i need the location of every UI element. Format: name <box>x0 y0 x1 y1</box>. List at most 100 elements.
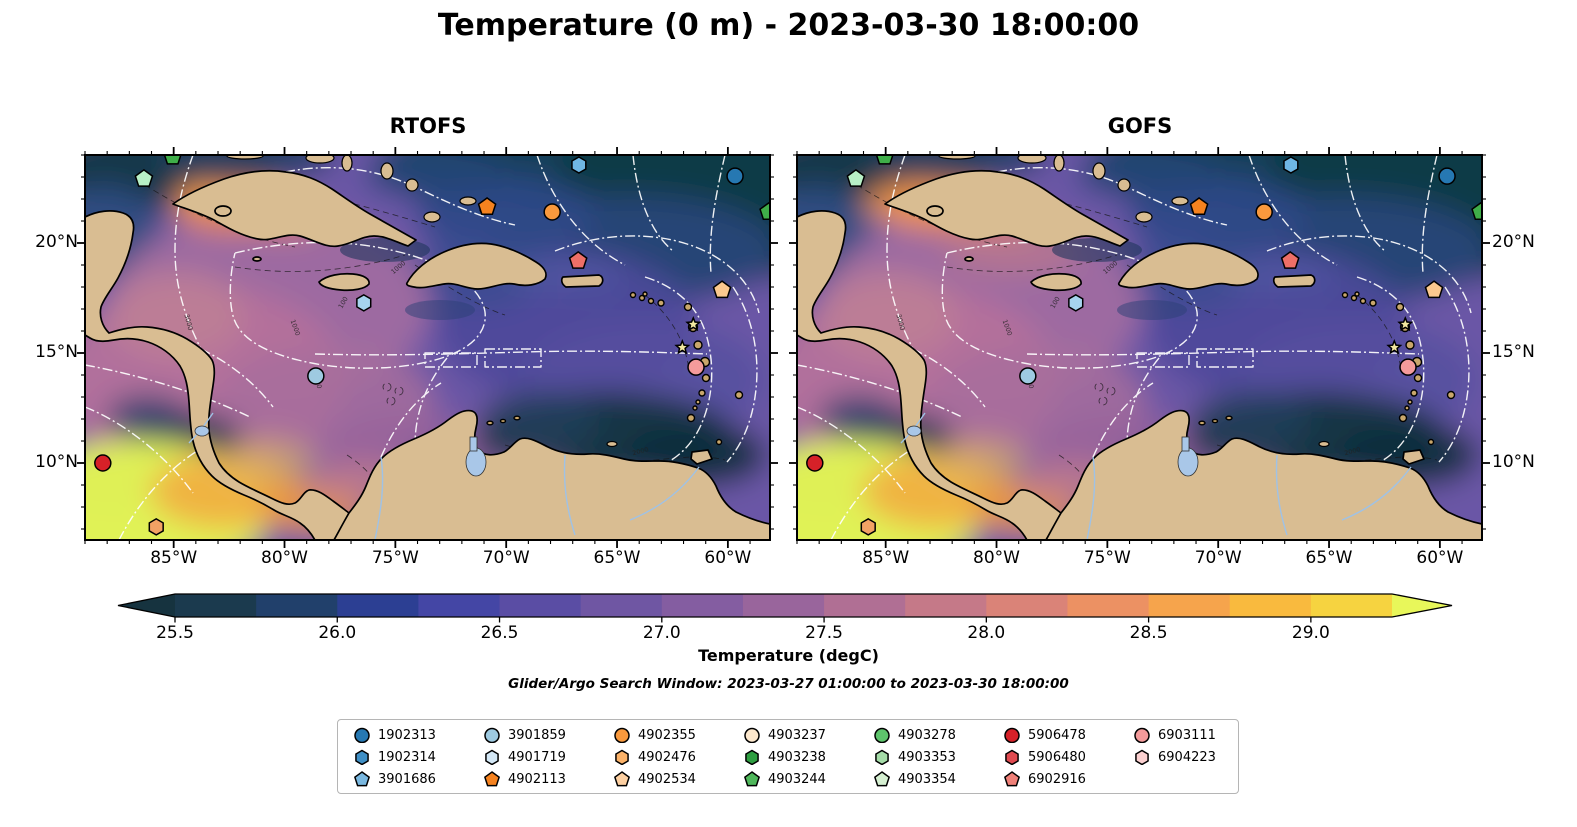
legend-marker-glyph <box>874 727 890 743</box>
sst-field: 10001000100100020003000 <box>797 155 1482 540</box>
platform-marker-hexagon <box>356 293 372 312</box>
legend-entry: 6902916 <box>1004 771 1128 791</box>
colorbar-segment <box>580 594 663 617</box>
colorbar-tick-label: 26.0 <box>318 623 357 643</box>
colorbar-segment <box>905 594 987 617</box>
legend-entry: 4903237 <box>744 727 868 747</box>
platform-marker-circle <box>1255 203 1273 221</box>
lon-tick-label: 70°W <box>1194 548 1242 568</box>
legend-entry-label: 4902113 <box>508 772 566 787</box>
colorbar-segment <box>337 594 419 617</box>
small-islands <box>1198 291 1456 446</box>
legend-entry-label: 4903354 <box>898 772 956 787</box>
search-window-subtitle: Glider/Argo Search Window: 2023-03-27 01… <box>508 676 1069 692</box>
legend-marker-circle <box>1004 727 1020 743</box>
legend-entry-label: 6902916 <box>1028 772 1086 787</box>
lon-tick-label: 85°W <box>862 548 910 568</box>
panel-title-gofs: GOFS <box>1107 114 1173 138</box>
legend-marker-glyph <box>1005 749 1019 765</box>
legend-marker-glyph <box>614 771 630 787</box>
legend-entry: 1902314 <box>354 749 478 769</box>
legend-entry-label: 4903278 <box>898 728 956 743</box>
platform-marker-pentagon <box>875 155 894 165</box>
axes-frame <box>789 147 1490 548</box>
legend-entry: 4902355 <box>614 727 738 747</box>
legend-marker-glyph <box>354 771 370 787</box>
legend-marker-pentagon <box>744 771 760 787</box>
lon-tick-label: 60°W <box>704 548 752 568</box>
legend-marker-circle <box>484 727 500 743</box>
colorbar-tick-label: 27.5 <box>805 623 843 643</box>
platform-marker-hexagon <box>1283 156 1299 174</box>
platform-marker-pentagon <box>1471 202 1482 221</box>
legend-entry-label: 4903238 <box>768 750 826 765</box>
legend-entry: 4903238 <box>744 749 868 769</box>
lat-tick-label: 10°N <box>1492 452 1535 472</box>
platform-marker-circle <box>726 167 744 185</box>
platform-legend-box: 1902313 1902314 3901686 3901859 4901719 49021… <box>337 719 1239 794</box>
legend-marker-glyph <box>1135 749 1149 765</box>
legend-marker-hexagon <box>355 749 369 765</box>
axes-frame <box>77 147 778 548</box>
platform-marker-pentagon <box>1424 280 1444 299</box>
map-canvas-rtofs: 10001000100100020003000 <box>77 147 778 548</box>
legend-entry: 4903353 <box>874 749 998 769</box>
legend-entry-label: 3901859 <box>508 728 566 743</box>
small-islands <box>486 291 744 446</box>
legend-marker-circle <box>614 727 630 743</box>
platform-marker-pentagon <box>568 250 588 269</box>
colorbar <box>117 593 1453 623</box>
legend-marker-glyph <box>744 727 760 743</box>
lat-tick-label: 20°N <box>1492 232 1535 252</box>
colorbar-segment <box>986 594 1069 617</box>
legend-entry: 4903278 <box>874 727 998 747</box>
legend-entry: 6904223 <box>1134 749 1258 769</box>
legend-marker-glyph <box>1134 727 1150 743</box>
legend-marker-pentagon <box>484 771 500 787</box>
legend-marker-hexagon <box>875 749 889 765</box>
legend-marker-glyph <box>875 749 889 765</box>
colorbar-tick-label: 25.5 <box>156 623 194 643</box>
legend-marker-pentagon <box>354 771 370 787</box>
lon-tick-label: 85°W <box>150 548 198 568</box>
legend-entry-label: 4903353 <box>898 750 956 765</box>
platform-marker-circle <box>543 203 561 221</box>
lat-tick-label: 10°N <box>35 452 78 472</box>
platform-marker-pentagon <box>846 168 866 187</box>
panel-title-rtofs: RTOFS <box>389 114 467 138</box>
legend-entry-label: 5906478 <box>1028 728 1086 743</box>
colorbar-tick-label: 29.0 <box>1291 623 1330 643</box>
legend-marker-hexagon <box>615 749 629 765</box>
colorbar-tick-label: 28.0 <box>967 623 1006 643</box>
rivers-and-lakes <box>900 412 1412 540</box>
legend-entry-label: 6903111 <box>1158 728 1216 743</box>
colorbar-tick-label: 26.5 <box>480 623 519 643</box>
colorbar-segment <box>175 594 257 617</box>
colorbar-under-arrow <box>118 594 175 617</box>
legend-marker-hexagon <box>745 749 759 765</box>
legend-entry-label: 1902314 <box>378 750 436 765</box>
colorbar-segment <box>1310 594 1393 617</box>
platform-marker-pentagon <box>712 280 732 299</box>
legend-marker-glyph <box>745 749 759 765</box>
platform-marker-circle <box>1399 358 1417 376</box>
lon-tick-label: 80°W <box>973 548 1020 568</box>
platform-marker-star <box>1386 339 1403 355</box>
platform-marker-pentagon <box>1280 250 1300 269</box>
colorbar-segment <box>1229 594 1312 617</box>
rivers-and-lakes <box>188 412 700 540</box>
platform-marker-pentagon <box>1189 197 1209 216</box>
figure-title: Temperature (0 m) - 2023-03-30 18:00:00 <box>437 8 1140 43</box>
lat-tick-label: 15°N <box>1492 342 1535 362</box>
land-masses <box>797 155 1482 540</box>
platform-marker-pentagon <box>134 168 154 187</box>
platform-marker-circle <box>1438 167 1456 185</box>
platform-marker-hexagon <box>1068 293 1084 312</box>
lon-tick-label: 65°W <box>1305 548 1353 568</box>
platform-marker-circle <box>1019 367 1037 385</box>
legend-entry: 6903111 <box>1134 727 1258 747</box>
legend-marker-glyph <box>484 727 500 743</box>
legend-entry: 3901859 <box>484 727 608 747</box>
colorbar-over-arrow <box>1392 594 1452 617</box>
legend-marker-glyph <box>744 771 760 787</box>
